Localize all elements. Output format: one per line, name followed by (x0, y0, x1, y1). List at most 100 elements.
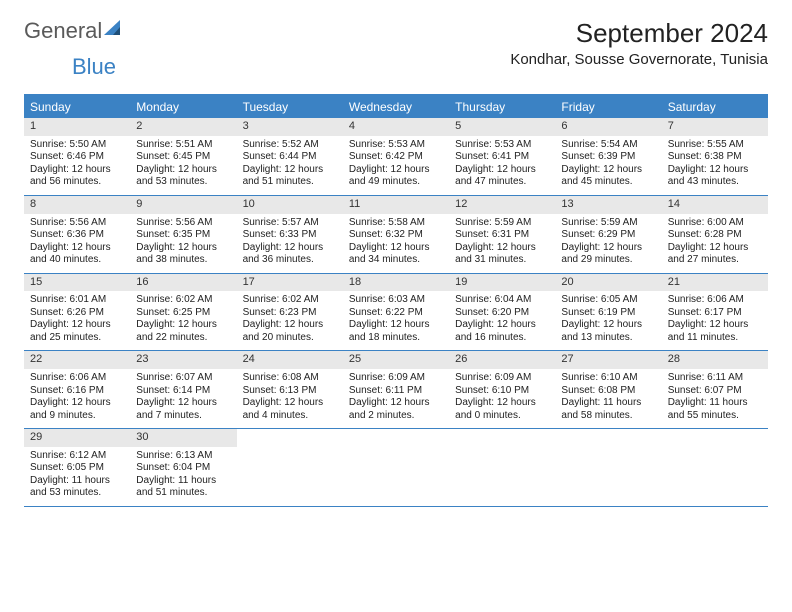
day-cell (662, 429, 768, 506)
sunset-line: Sunset: 6:20 PM (455, 307, 549, 320)
day-number: 26 (449, 351, 555, 369)
daylight-line1: Daylight: 12 hours (349, 319, 443, 332)
day-body: Sunrise: 6:03 AMSunset: 6:22 PMDaylight:… (343, 291, 449, 350)
sunrise-line: Sunrise: 5:54 AM (561, 139, 655, 152)
sunset-line: Sunset: 6:32 PM (349, 229, 443, 242)
daylight-line2: and 58 minutes. (561, 410, 655, 423)
sunset-line: Sunset: 6:31 PM (455, 229, 549, 242)
day-cell: 26Sunrise: 6:09 AMSunset: 6:10 PMDayligh… (449, 351, 555, 428)
daylight-line2: and 51 minutes. (136, 487, 230, 500)
day-cell: 22Sunrise: 6:06 AMSunset: 6:16 PMDayligh… (24, 351, 130, 428)
daylight-line2: and 43 minutes. (668, 176, 762, 189)
month-title: September 2024 (510, 18, 768, 49)
daylight-line2: and 53 minutes. (136, 176, 230, 189)
day-body: Sunrise: 6:06 AMSunset: 6:16 PMDaylight:… (24, 369, 130, 428)
day-number: 12 (449, 196, 555, 214)
daylight-line1: Daylight: 12 hours (243, 164, 337, 177)
sunset-line: Sunset: 6:45 PM (136, 151, 230, 164)
day-cell: 19Sunrise: 6:04 AMSunset: 6:20 PMDayligh… (449, 274, 555, 351)
day-header-thu: Thursday (449, 96, 555, 118)
calendar-page: General September 2024 Kondhar, Sousse G… (0, 0, 792, 525)
daylight-line1: Daylight: 11 hours (30, 475, 124, 488)
daylight-line1: Daylight: 12 hours (136, 164, 230, 177)
day-body: Sunrise: 6:09 AMSunset: 6:11 PMDaylight:… (343, 369, 449, 428)
daylight-line2: and 9 minutes. (30, 410, 124, 423)
day-header-mon: Monday (130, 96, 236, 118)
daylight-line2: and 56 minutes. (30, 176, 124, 189)
day-body: Sunrise: 5:56 AMSunset: 6:36 PMDaylight:… (24, 214, 130, 273)
daylight-line2: and 25 minutes. (30, 332, 124, 345)
day-body: Sunrise: 6:04 AMSunset: 6:20 PMDaylight:… (449, 291, 555, 350)
day-cell: 14Sunrise: 6:00 AMSunset: 6:28 PMDayligh… (662, 196, 768, 273)
sunset-line: Sunset: 6:28 PM (668, 229, 762, 242)
sunrise-line: Sunrise: 5:59 AM (561, 217, 655, 230)
daylight-line1: Daylight: 12 hours (561, 319, 655, 332)
day-body: Sunrise: 5:56 AMSunset: 6:35 PMDaylight:… (130, 214, 236, 273)
day-body: Sunrise: 5:53 AMSunset: 6:41 PMDaylight:… (449, 136, 555, 195)
day-body: Sunrise: 6:08 AMSunset: 6:13 PMDaylight:… (237, 369, 343, 428)
day-number: 10 (237, 196, 343, 214)
daylight-line2: and 16 minutes. (455, 332, 549, 345)
daylight-line2: and 20 minutes. (243, 332, 337, 345)
week-row: 8Sunrise: 5:56 AMSunset: 6:36 PMDaylight… (24, 196, 768, 274)
sunrise-line: Sunrise: 5:52 AM (243, 139, 337, 152)
daylight-line2: and 29 minutes. (561, 254, 655, 267)
sunrise-line: Sunrise: 6:06 AM (30, 372, 124, 385)
sunset-line: Sunset: 6:14 PM (136, 385, 230, 398)
sunset-line: Sunset: 6:44 PM (243, 151, 337, 164)
day-number: 11 (343, 196, 449, 214)
day-number: 2 (130, 118, 236, 136)
daylight-line2: and 31 minutes. (455, 254, 549, 267)
day-cell: 16Sunrise: 6:02 AMSunset: 6:25 PMDayligh… (130, 274, 236, 351)
weeks-container: 1Sunrise: 5:50 AMSunset: 6:46 PMDaylight… (24, 118, 768, 507)
day-cell: 3Sunrise: 5:52 AMSunset: 6:44 PMDaylight… (237, 118, 343, 195)
calendar-grid: Sunday Monday Tuesday Wednesday Thursday… (24, 94, 768, 507)
day-cell: 25Sunrise: 6:09 AMSunset: 6:11 PMDayligh… (343, 351, 449, 428)
week-row: 29Sunrise: 6:12 AMSunset: 6:05 PMDayligh… (24, 429, 768, 507)
sunset-line: Sunset: 6:16 PM (30, 385, 124, 398)
day-header-sat: Saturday (662, 96, 768, 118)
daylight-line2: and 13 minutes. (561, 332, 655, 345)
day-number: 30 (130, 429, 236, 447)
sunrise-line: Sunrise: 6:01 AM (30, 294, 124, 307)
sunset-line: Sunset: 6:19 PM (561, 307, 655, 320)
day-number: 13 (555, 196, 661, 214)
sunrise-line: Sunrise: 5:55 AM (668, 139, 762, 152)
day-body: Sunrise: 5:59 AMSunset: 6:29 PMDaylight:… (555, 214, 661, 273)
day-cell: 11Sunrise: 5:58 AMSunset: 6:32 PMDayligh… (343, 196, 449, 273)
sunset-line: Sunset: 6:42 PM (349, 151, 443, 164)
daylight-line2: and 38 minutes. (136, 254, 230, 267)
daylight-line1: Daylight: 12 hours (136, 319, 230, 332)
day-number: 1 (24, 118, 130, 136)
daylight-line1: Daylight: 12 hours (136, 242, 230, 255)
daylight-line1: Daylight: 11 hours (668, 397, 762, 410)
day-number: 23 (130, 351, 236, 369)
day-cell: 2Sunrise: 5:51 AMSunset: 6:45 PMDaylight… (130, 118, 236, 195)
sunrise-line: Sunrise: 6:02 AM (243, 294, 337, 307)
sunset-line: Sunset: 6:17 PM (668, 307, 762, 320)
daylight-line2: and 51 minutes. (243, 176, 337, 189)
sunrise-line: Sunrise: 6:00 AM (668, 217, 762, 230)
day-body: Sunrise: 5:54 AMSunset: 6:39 PMDaylight:… (555, 136, 661, 195)
daylight-line2: and 55 minutes. (668, 410, 762, 423)
daylight-line1: Daylight: 12 hours (136, 397, 230, 410)
sunrise-line: Sunrise: 5:53 AM (455, 139, 549, 152)
brand-part2: Blue (72, 54, 116, 80)
sunrise-line: Sunrise: 6:07 AM (136, 372, 230, 385)
day-cell: 15Sunrise: 6:01 AMSunset: 6:26 PMDayligh… (24, 274, 130, 351)
day-body: Sunrise: 6:11 AMSunset: 6:07 PMDaylight:… (662, 369, 768, 428)
daylight-line2: and 7 minutes. (136, 410, 230, 423)
day-number: 28 (662, 351, 768, 369)
day-number: 24 (237, 351, 343, 369)
daylight-line1: Daylight: 12 hours (455, 397, 549, 410)
day-body: Sunrise: 6:13 AMSunset: 6:04 PMDaylight:… (130, 447, 236, 506)
daylight-line1: Daylight: 12 hours (349, 397, 443, 410)
day-cell: 17Sunrise: 6:02 AMSunset: 6:23 PMDayligh… (237, 274, 343, 351)
sunset-line: Sunset: 6:07 PM (668, 385, 762, 398)
day-body: Sunrise: 5:58 AMSunset: 6:32 PMDaylight:… (343, 214, 449, 273)
daylight-line1: Daylight: 12 hours (349, 242, 443, 255)
day-body: Sunrise: 6:06 AMSunset: 6:17 PMDaylight:… (662, 291, 768, 350)
daylight-line2: and 49 minutes. (349, 176, 443, 189)
sunrise-line: Sunrise: 5:59 AM (455, 217, 549, 230)
day-cell: 5Sunrise: 5:53 AMSunset: 6:41 PMDaylight… (449, 118, 555, 195)
